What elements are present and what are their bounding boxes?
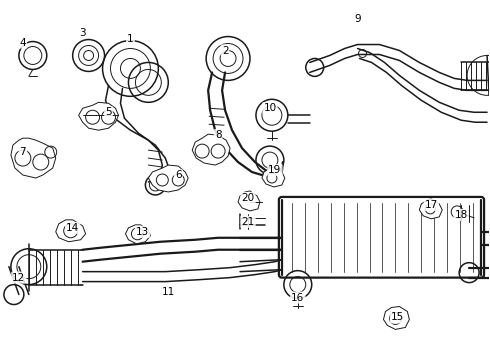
Text: 16: 16 (291, 293, 304, 302)
Polygon shape (125, 225, 150, 244)
Text: 14: 14 (66, 223, 79, 233)
Text: 12: 12 (12, 273, 25, 283)
Text: 5: 5 (105, 107, 112, 117)
Text: 3: 3 (79, 28, 86, 37)
Text: 2: 2 (222, 45, 228, 55)
Text: 18: 18 (455, 210, 468, 220)
Polygon shape (56, 220, 86, 242)
Text: 8: 8 (215, 130, 221, 140)
Text: 7: 7 (20, 147, 26, 157)
Polygon shape (238, 191, 260, 211)
FancyBboxPatch shape (279, 197, 484, 278)
Polygon shape (419, 199, 442, 219)
Text: 21: 21 (242, 217, 255, 227)
Text: 19: 19 (268, 165, 282, 175)
Text: 6: 6 (175, 170, 182, 180)
Polygon shape (262, 167, 285, 187)
Text: 11: 11 (162, 287, 175, 297)
Text: 1: 1 (127, 33, 134, 44)
Polygon shape (11, 138, 56, 178)
Text: 4: 4 (20, 37, 26, 48)
Text: 15: 15 (391, 312, 404, 323)
Polygon shape (148, 165, 188, 192)
Text: 10: 10 (263, 103, 276, 113)
Text: 13: 13 (136, 227, 149, 237)
Polygon shape (384, 306, 409, 329)
Text: 17: 17 (425, 200, 438, 210)
Text: 20: 20 (242, 193, 254, 203)
Polygon shape (78, 102, 119, 130)
Text: 9: 9 (354, 14, 361, 24)
Polygon shape (192, 134, 230, 165)
